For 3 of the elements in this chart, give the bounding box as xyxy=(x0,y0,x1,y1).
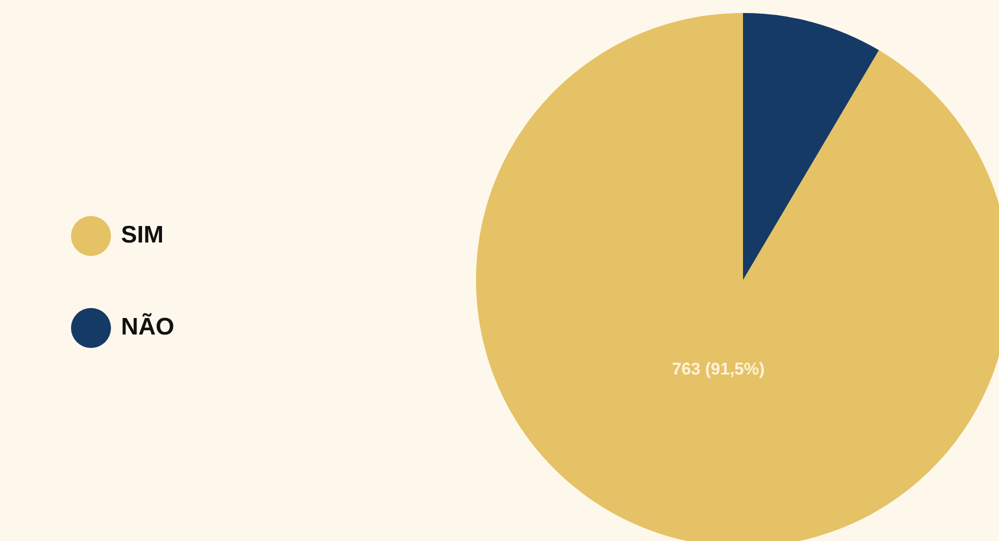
legend-label: NÃO xyxy=(121,312,174,340)
legend-label: SIM xyxy=(121,221,164,248)
data-label: 763 (91,5%) xyxy=(672,360,765,379)
